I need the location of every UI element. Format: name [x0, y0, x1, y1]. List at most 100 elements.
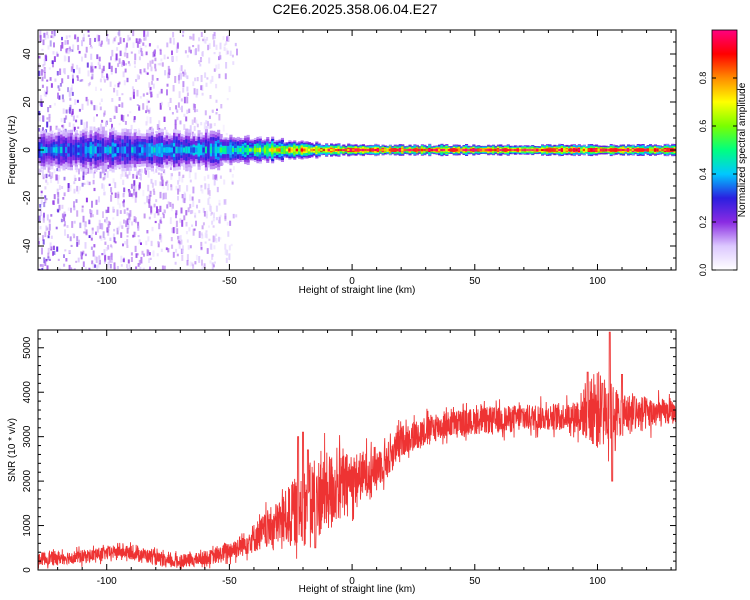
spectrogram-speckle	[39, 204, 42, 208]
spectrogram-speckle	[199, 63, 202, 67]
spectrogram-hotspot	[388, 148, 399, 152]
snr-series	[38, 331, 676, 570]
spectrogram-band-cell	[182, 147, 186, 153]
spectrogram-speckle	[215, 217, 218, 221]
spectrogram-speckle	[57, 92, 59, 99]
spectrogram-speckle	[172, 227, 175, 234]
spectrogram-band-cell	[288, 148, 292, 152]
spectrogram-speckle	[71, 63, 74, 70]
spectrogram-speckle	[116, 47, 119, 51]
spectrogram-speckle	[117, 226, 120, 231]
spectrogram-speckle	[185, 116, 188, 122]
spectrogram-speckle	[44, 197, 47, 204]
spectrogram-speckle	[132, 173, 135, 179]
spectrogram-speckle	[159, 48, 162, 51]
spectrogram-speckle	[195, 254, 198, 261]
spectrogram-speckle	[177, 75, 180, 81]
spectrogram-speckle	[150, 66, 153, 72]
spectrogram-speckle	[94, 264, 97, 268]
spectrogram-band-cell	[320, 149, 324, 151]
spectrogram-band-cell	[575, 149, 579, 151]
spectrogram-speckle	[111, 259, 113, 263]
spectrogram-speckle	[122, 201, 125, 204]
spectrogram-speckle	[166, 89, 168, 96]
spectrogram-speckle	[52, 34, 55, 39]
spectrogram-speckle	[52, 245, 55, 250]
spectrogram-speckle	[126, 245, 129, 248]
spectrogram-speckle	[82, 215, 85, 223]
spectrogram-band-cell	[592, 149, 596, 151]
spectrogram-speckle	[185, 231, 188, 235]
spectrogram-speckle	[186, 185, 189, 192]
y-tick-label: -20	[22, 190, 33, 205]
spectrogram-band-cell	[307, 148, 311, 152]
spectrogram-band-cell	[428, 149, 432, 152]
spectrogram-speckle	[107, 229, 110, 236]
spectrogram-speckle	[139, 171, 141, 176]
spectrogram-band-cell	[489, 149, 493, 151]
spectrogram-speckle	[155, 199, 158, 203]
spectrogram-speckle	[103, 79, 106, 83]
spectrogram-band-cell	[577, 149, 581, 151]
spectrogram-band-cell	[599, 149, 603, 151]
spectrogram-band-cell	[315, 148, 319, 152]
spectrogram-speckle	[178, 241, 181, 245]
spectrogram-speckle	[211, 220, 214, 225]
spectrogram-speckle	[213, 40, 216, 47]
spectrogram-speckle	[138, 182, 141, 189]
spectrogram-speckle	[135, 217, 137, 224]
spectrogram-speckle	[178, 73, 181, 77]
spectrogram-band-cell	[197, 146, 201, 154]
spectrogram-speckle	[74, 99, 77, 105]
spectrogram-speckle	[203, 36, 206, 43]
spectrogram-band-cell	[440, 149, 444, 152]
spectrogram-speckle	[127, 34, 130, 42]
spectrogram-speckle	[194, 261, 197, 265]
spectrogram-speckle	[215, 205, 218, 212]
spectrogram-speckle	[61, 94, 64, 100]
spectrogram-speckle	[166, 204, 169, 209]
spectrogram-speckle	[116, 209, 119, 217]
spectrogram-band-cell	[496, 149, 500, 151]
spectrogram-speckle	[59, 267, 62, 270]
spectrogram-speckle	[133, 216, 136, 223]
spectrogram-speckle	[101, 119, 104, 123]
spectrogram-speckle	[194, 77, 197, 82]
spectrogram-speckle	[77, 257, 80, 263]
spectrogram-speckle	[113, 237, 116, 243]
spectrogram-speckle	[186, 96, 189, 104]
spectrogram-speckle	[46, 121, 49, 128]
spectrogram-speckle	[105, 219, 108, 224]
spectrogram-band-cell	[185, 146, 189, 154]
spectrogram-speckle	[85, 96, 88, 102]
spectrogram-band-cell	[87, 147, 91, 153]
spectrogram-speckle	[48, 67, 51, 70]
spectrogram-speckle	[132, 91, 135, 99]
spectrogram-speckle	[159, 181, 162, 186]
spectrogram-speckle	[82, 261, 85, 267]
spectrogram-speckle	[78, 168, 80, 175]
spectrogram-speckle	[148, 109, 151, 114]
spectrogram-speckle	[38, 215, 41, 222]
spectrogram-speckle	[178, 185, 181, 192]
spectrogram-speckle	[231, 54, 234, 58]
spectrogram-band-cell	[42, 146, 46, 154]
spectrogram-speckle	[181, 194, 184, 199]
spectrogram-band-cell	[244, 147, 248, 153]
spectrogram-speckle	[183, 215, 186, 221]
spectrogram-speckle	[136, 89, 139, 97]
spectrogram-speckle	[215, 99, 218, 103]
spectrogram-speckle	[138, 168, 141, 172]
spectrogram-speckle	[180, 65, 183, 72]
spectrogram-band-cell	[310, 148, 314, 152]
spectrogram-speckle	[73, 126, 76, 132]
spectrogram-band-cell	[290, 148, 294, 152]
spectrogram-speckle	[208, 57, 211, 64]
spectrogram-speckle	[223, 43, 226, 46]
spectrogram-speckle	[175, 248, 178, 253]
spectrogram-speckle	[157, 63, 160, 66]
spectrogram-band-cell	[209, 146, 213, 154]
spectrogram-speckle	[166, 83, 169, 87]
spectrogram-band-cell	[111, 146, 115, 154]
